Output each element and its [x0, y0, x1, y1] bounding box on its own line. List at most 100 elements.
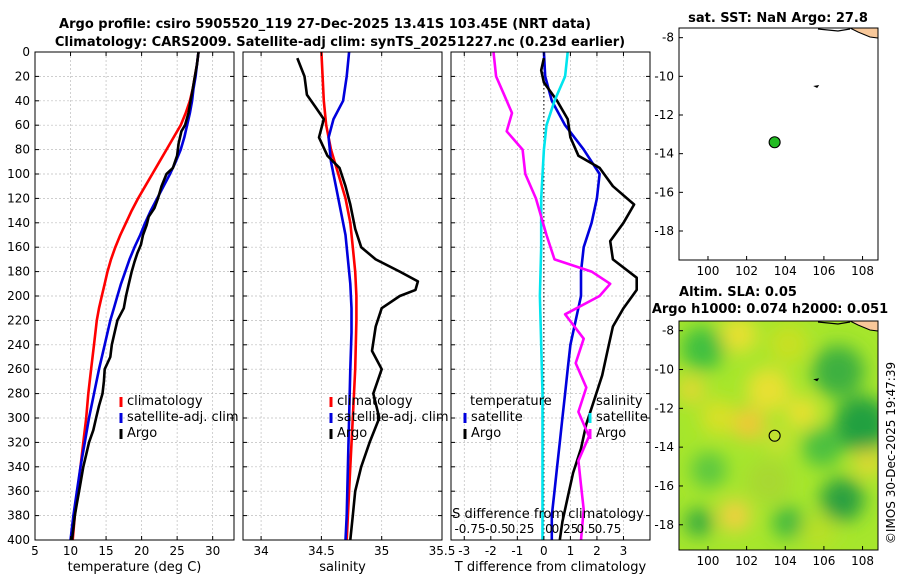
figure-title-line-2: Climatology: CARS2009. Satellite-adj cli… — [55, 35, 625, 50]
footer-credit: ©IMOS 30-Dec-2025 19:47:39 — [884, 362, 898, 544]
y-tick-label: 200 — [7, 289, 30, 303]
s-difference-tick-label: 0.25 — [508, 522, 535, 536]
sla-blob — [834, 396, 878, 453]
map-y-tick-label: -10 — [654, 363, 674, 377]
y-tick-label: 220 — [7, 313, 30, 327]
coastline — [817, 321, 851, 325]
map-x-tick-label: 102 — [735, 264, 758, 278]
sla-blob — [854, 448, 878, 477]
figure-title-line-1: Argo profile: csiro 5905520_119 27-Dec-2… — [59, 17, 591, 32]
s-difference-tick-label: 0 — [545, 522, 553, 536]
map-x-tick-label: 100 — [697, 554, 720, 568]
x-tick-label: -3 — [458, 544, 470, 558]
map-y-tick-label: -8 — [662, 31, 674, 45]
map-x-tick-label: 104 — [774, 264, 797, 278]
profile-panel-difference: -3 -2 -1 0 1 2 3T difference from climatologyt… — [450, 51, 651, 575]
x-tick-label: -2 — [485, 544, 497, 558]
y-tick-label: 300 — [7, 411, 30, 425]
series-satellite-adj-clim-line — [327, 51, 353, 541]
map-y-tick-label: -14 — [654, 440, 674, 454]
y-tick-label: 40 — [15, 94, 30, 108]
legend-label: Argo — [337, 426, 367, 441]
legend-temperature-heading: temperature — [470, 394, 552, 409]
y-tick-label: 80 — [15, 143, 30, 157]
s-difference-title: S difference from climatology — [452, 507, 644, 522]
legend-label: satellite-adj. clim — [127, 410, 239, 425]
map-y-tick-label: -18 — [654, 518, 674, 532]
map-frame — [678, 27, 879, 261]
sla-blob — [802, 426, 843, 467]
legend-label: climatology — [127, 394, 203, 409]
map-y-tick-label: -16 — [654, 479, 674, 493]
y-tick-label: 20 — [15, 69, 30, 83]
sla-blob — [679, 375, 705, 404]
sla-blob — [746, 459, 791, 504]
sla-blob — [812, 345, 865, 398]
map-y-tick-label: -12 — [654, 108, 674, 122]
sst-map-title: sat. SST: NaN Argo: 27.8 — [688, 11, 868, 26]
sla-blob — [718, 499, 751, 532]
legend-salinity-heading: salinity — [596, 394, 643, 409]
s-difference-tick-label: -0.5 — [485, 522, 508, 536]
x-tick-label: 3 — [620, 544, 628, 558]
sla-blob — [746, 367, 791, 412]
map-x-tick-label: 100 — [697, 264, 720, 278]
y-tick-label: 60 — [15, 118, 30, 132]
map-x-tick-label: 104 — [774, 554, 797, 568]
x-tick-label: 30 — [205, 544, 220, 558]
y-tick-label: 320 — [7, 435, 30, 449]
y-tick-label: 0 — [22, 45, 30, 59]
sla-blob — [732, 408, 765, 441]
y-tick-label: 260 — [7, 362, 30, 376]
profile-panel-salinity: 34 34.5 35 35.5 salinity climatologysatellite… — [242, 51, 456, 575]
series-argo-line — [296, 57, 420, 541]
grid-lines — [34, 51, 234, 541]
coastline — [817, 28, 851, 32]
sla-blob — [772, 506, 805, 539]
x-tick-label: -1 — [511, 544, 523, 558]
s-difference-tick-label: 0.75 — [595, 522, 622, 536]
legend-label: Argo — [596, 426, 626, 441]
map-x-tick-label: 106 — [812, 264, 835, 278]
sla-blob — [800, 513, 837, 550]
x-tick-label: 35 — [374, 544, 389, 558]
grid-lines — [451, 51, 650, 541]
x-tick-label: 0 — [540, 544, 548, 558]
y-tick-label: 360 — [7, 484, 30, 498]
sla-blob — [680, 326, 725, 371]
y-tick-label: 180 — [7, 265, 30, 279]
series-climatology-line — [71, 51, 200, 541]
s-difference-tick-label: 0.25 — [552, 522, 579, 536]
x-tick-label: 35.5 — [429, 544, 456, 558]
s-difference-tick-label: -0.75 — [454, 522, 485, 536]
legend-label: Argo — [471, 426, 501, 441]
x-tick-label: 25 — [170, 544, 185, 558]
series-climatology-line — [320, 51, 358, 541]
x-axis-label: salinity — [319, 560, 366, 575]
x-tick-label: 2 — [593, 544, 601, 558]
grid-lines — [243, 51, 443, 541]
map-frame — [678, 320, 879, 551]
argo-float-marker — [768, 429, 781, 442]
sla-heatmap — [679, 321, 878, 550]
sla-map-panel: 100 102 104 106 108 -8 -10 -12 -14 -16 -18 — [654, 320, 879, 568]
series-satellite-adj-clim-line — [69, 51, 200, 541]
map-x-tick-label: 108 — [851, 264, 874, 278]
y-tick-label: 100 — [7, 167, 30, 181]
sst-map-panel: 100 102 104 106 108 -8 -10 -12 -14 -16 -18 — [654, 27, 879, 278]
y-tick-label: 280 — [7, 387, 30, 401]
series-argo-line — [70, 51, 200, 541]
sla-blob — [820, 477, 865, 522]
y-tick-label: 400 — [7, 533, 30, 547]
x-tick-label: 20 — [134, 544, 149, 558]
x-tick-label: 34.5 — [308, 544, 335, 558]
sla-blob — [720, 321, 757, 353]
x-tick-label: 5 — [31, 544, 39, 558]
s-difference-tick-label: 0.5 — [576, 522, 595, 536]
series-s-satellite-line — [538, 51, 569, 540]
sla-map-title-2: Argo h1000: 0.074 h2000: 0.051 — [652, 302, 888, 317]
series-t-satellite-line — [542, 51, 601, 540]
